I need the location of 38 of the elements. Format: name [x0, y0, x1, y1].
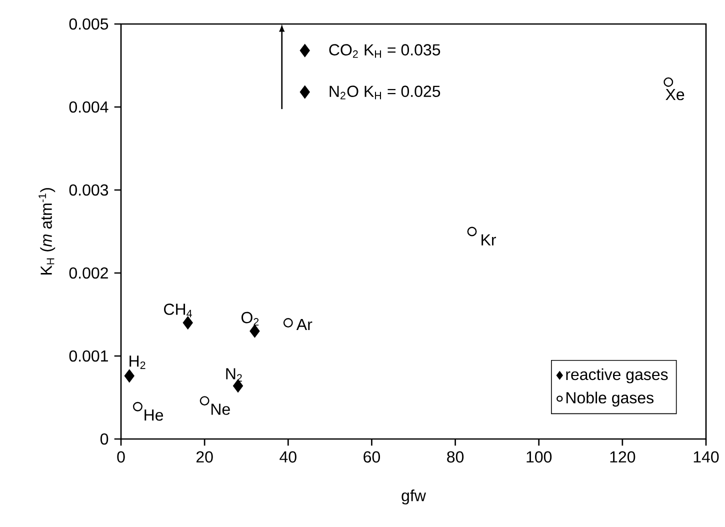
annotation: He: [144, 410, 164, 421]
point: [200, 396, 210, 406]
x-tick-label: 120: [610, 451, 636, 463]
x-tick-label: 20: [196, 451, 213, 463]
point: [182, 316, 193, 330]
point: [132, 402, 142, 412]
annotation: Ne: [211, 404, 230, 415]
point: [250, 324, 260, 338]
x-tick-label: 0: [117, 451, 125, 463]
point: [300, 85, 310, 99]
legend-label: Noble gases: [566, 392, 654, 407]
y-tick-label: 0.003: [69, 184, 108, 196]
x-tick-label: 40: [280, 451, 296, 463]
annotation: N$_{2}$O K$_{H}$ = 0.025: [330, 86, 440, 100]
x-axis-title: gfw: [402, 490, 426, 504]
point: [300, 44, 310, 58]
y-tick-label: 0.004: [69, 101, 108, 113]
point: [124, 369, 134, 383]
annotation: Kr: [482, 234, 496, 246]
y-tick-label: 0.005: [69, 18, 108, 30]
annotation: CH$_{4}$: [164, 304, 192, 318]
x-tick-label: 100: [526, 451, 552, 463]
y-tick-label: 0: [100, 433, 108, 445]
point: [664, 77, 674, 87]
x-tick-label: 80: [447, 451, 464, 463]
annotation: Ar: [296, 319, 312, 330]
annotation: O$_{2}$: [241, 312, 259, 326]
point: [283, 318, 293, 328]
annotation: Xe: [666, 89, 684, 100]
annotation: H$_{2}$: [130, 356, 146, 369]
annotation: CO$_{2}$ K$_{H}$ = 0.035: [329, 44, 440, 58]
x-tick-label: 60: [364, 451, 380, 463]
y-tick-label: 0.002: [69, 267, 108, 279]
x-tick-label: 140: [694, 451, 719, 463]
y-axis-title: K$_{H}$ (m atm$^{-1}$): [38, 188, 56, 275]
y-tick-label: 0.001: [69, 350, 108, 362]
point: [467, 226, 477, 236]
legend-label: reactive gases: [566, 368, 668, 384]
